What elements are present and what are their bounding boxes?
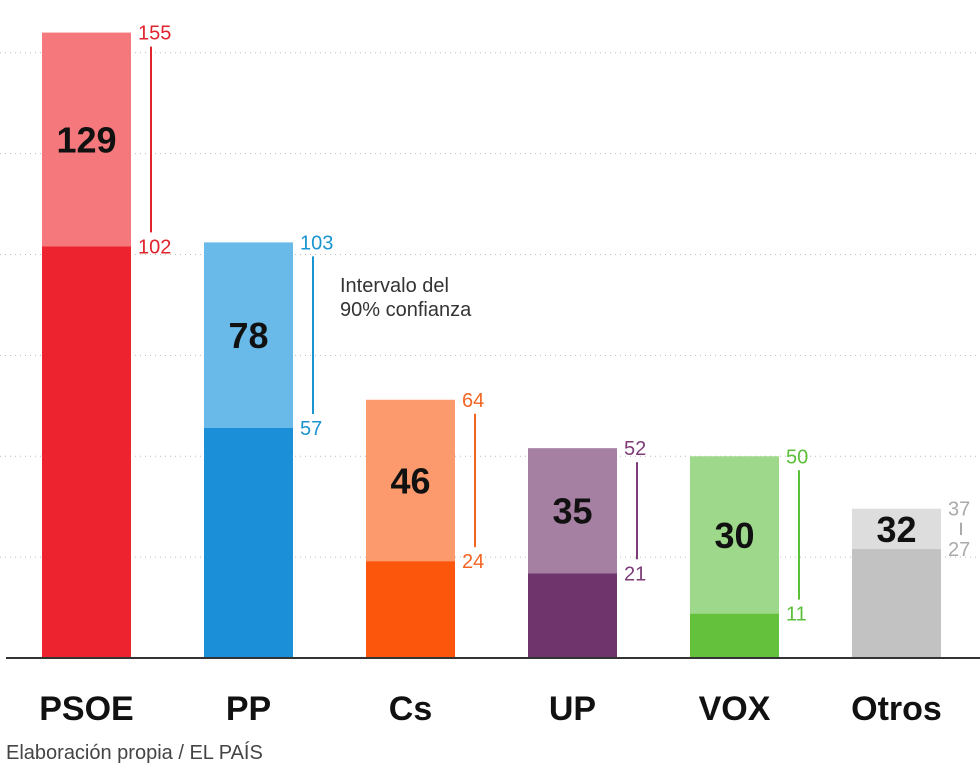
interval-upper-label: 37 xyxy=(948,499,970,521)
bar-lower-bound xyxy=(528,573,617,658)
interval-lower-label: 102 xyxy=(138,236,171,258)
interval-upper-label: 103 xyxy=(300,232,333,254)
confidence-annotation: 90% confianza xyxy=(340,299,472,321)
interval-lower-label: 27 xyxy=(948,539,970,561)
bar-value-label: 129 xyxy=(56,120,116,161)
bar-lower-bound xyxy=(690,613,779,658)
interval-upper-label: 155 xyxy=(138,23,171,45)
source-note: Elaboración propia / EL PAÍS xyxy=(6,742,263,764)
bar-interval-upper xyxy=(42,32,131,247)
interval-upper-label: 64 xyxy=(462,390,484,412)
interval-upper-label: 50 xyxy=(786,446,808,468)
bar-lower-bound xyxy=(366,561,455,658)
bar-value-label: 46 xyxy=(390,460,430,501)
bar-value-label: 30 xyxy=(714,515,754,556)
bar-value-label: 35 xyxy=(552,491,592,532)
category-label: PP xyxy=(226,690,271,728)
category-label: PSOE xyxy=(39,690,133,728)
bar-interval-upper xyxy=(528,448,617,574)
interval-lower-label: 57 xyxy=(300,418,322,440)
category-label: Otros xyxy=(851,690,942,728)
bar-interval-upper xyxy=(690,456,779,614)
bar-interval-upper xyxy=(366,399,455,562)
interval-lower-label: 11 xyxy=(786,604,807,626)
category-label: UP xyxy=(549,690,596,728)
bar-lower-bound xyxy=(852,549,941,658)
bar-interval-upper xyxy=(852,508,941,550)
category-label: VOX xyxy=(699,690,771,728)
confidence-annotation: Intervalo del xyxy=(340,275,449,297)
seat-projection-chart: 155 102 129 PSOE 103 57 78 PP 64 24 46 Cs 52 21 35 UP 50… xyxy=(0,23,980,728)
bar-lower-bound xyxy=(42,246,131,658)
bar-interval-upper xyxy=(204,242,293,429)
bar-lower-bound xyxy=(204,428,293,658)
interval-upper-label: 52 xyxy=(624,438,646,460)
interval-lower-label: 21 xyxy=(624,563,646,585)
category-label: Cs xyxy=(389,690,432,728)
bar-value-label: 78 xyxy=(228,315,268,356)
interval-lower-label: 24 xyxy=(462,551,484,573)
bar-value-label: 32 xyxy=(876,509,916,550)
